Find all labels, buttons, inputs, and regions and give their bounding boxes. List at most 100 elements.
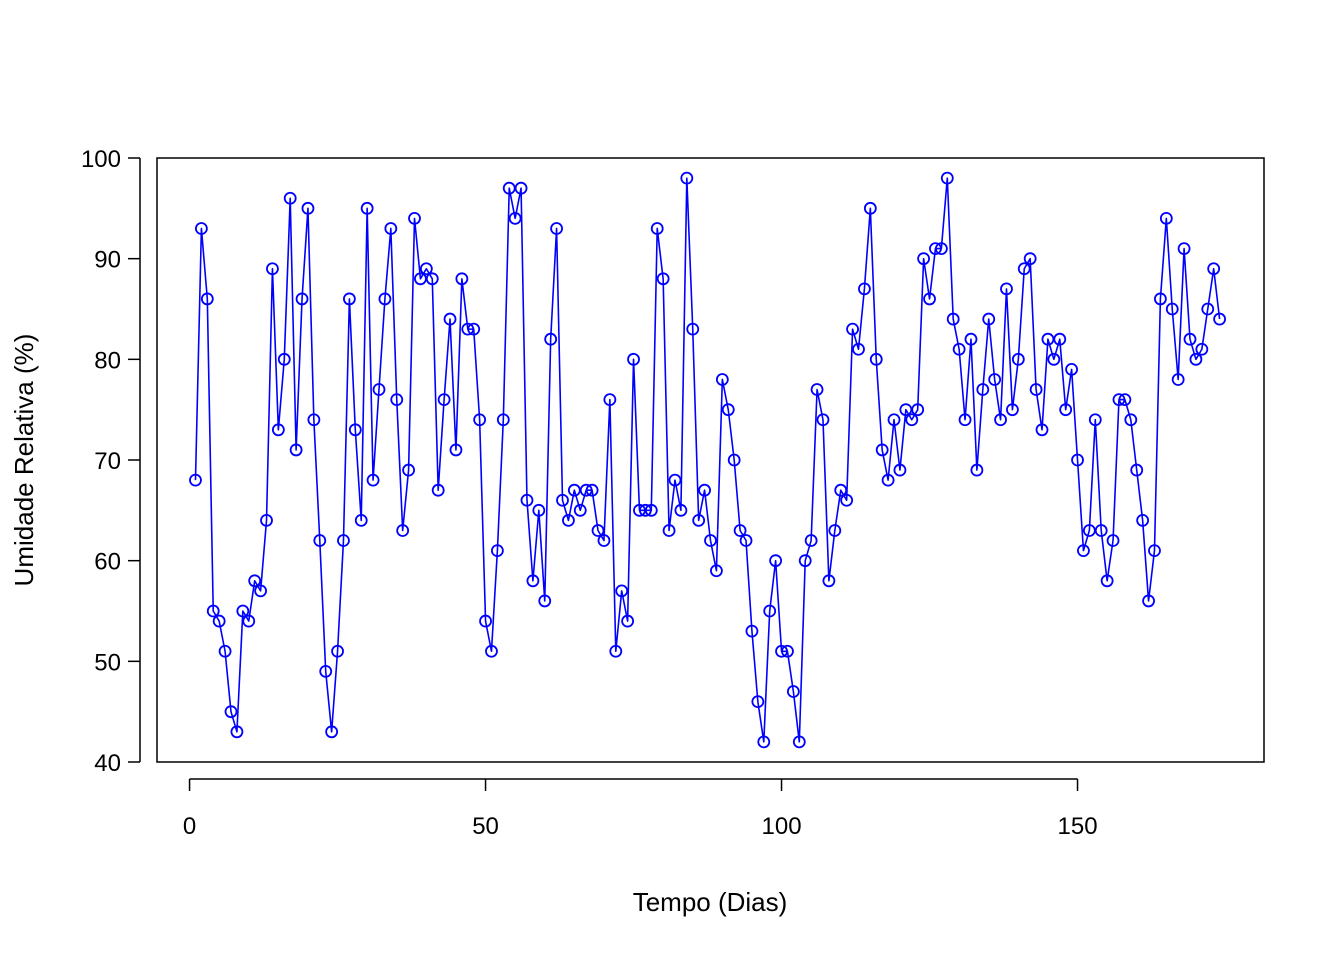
data-point (1017, 262, 1031, 276)
data-point (301, 201, 315, 215)
data-point (485, 644, 498, 658)
data-point (940, 171, 954, 185)
plot-frame (156, 157, 1265, 763)
data-point (342, 292, 356, 306)
data-point (704, 534, 717, 547)
data-point (1059, 403, 1073, 417)
data-point (1183, 332, 1197, 346)
data-point (828, 524, 842, 537)
data-point (384, 222, 398, 235)
data-point (674, 503, 688, 517)
data-point (615, 584, 629, 598)
x-tick-label: 0 (183, 813, 196, 840)
data-point (603, 393, 617, 407)
data-point (692, 514, 706, 527)
data-point (194, 222, 208, 235)
data-point (946, 312, 960, 326)
x-tick-label: 50 (472, 813, 499, 840)
data-point (650, 222, 664, 235)
data-point (206, 604, 220, 618)
data-point (816, 413, 830, 427)
data-point (905, 413, 919, 427)
data-point (1006, 403, 1019, 417)
data-point (656, 272, 670, 286)
data-point (266, 262, 279, 276)
data-point (1023, 252, 1037, 266)
data-point (644, 503, 658, 517)
data-point (757, 735, 771, 749)
data-point (443, 312, 457, 326)
data-point (337, 534, 350, 547)
data-point (887, 413, 901, 427)
data-point (396, 524, 410, 537)
data-point (419, 262, 433, 276)
data-point (911, 403, 925, 417)
data-point (550, 222, 563, 235)
y-tick-label: 40 (94, 750, 121, 777)
data-point (1130, 463, 1144, 477)
data-point (479, 614, 492, 628)
data-point (455, 272, 469, 286)
data-point (834, 483, 848, 497)
data-point (668, 473, 682, 487)
data-point (745, 624, 759, 638)
data-point (1029, 383, 1043, 396)
data-point (490, 544, 504, 557)
data-point (1195, 342, 1209, 356)
data-point (638, 503, 652, 517)
data-point (254, 584, 267, 598)
data-point (763, 604, 777, 618)
data-point (881, 473, 895, 487)
data-point (289, 443, 303, 457)
data-point (804, 534, 818, 547)
data-point (1154, 292, 1167, 306)
data-point (1077, 544, 1090, 557)
data-point (786, 685, 800, 698)
data-point (733, 524, 747, 537)
data-point (360, 201, 374, 215)
data-point (822, 574, 836, 588)
data-point (230, 725, 244, 739)
y-tick-label: 90 (94, 247, 121, 274)
data-point (283, 191, 297, 205)
data-point (449, 443, 463, 457)
data-point (1124, 413, 1138, 427)
data-point (1100, 574, 1114, 588)
series-line (194, 177, 1221, 743)
data-point (1088, 413, 1102, 427)
y-tick-label: 60 (94, 549, 121, 576)
data-point (721, 403, 735, 417)
data-point (260, 514, 273, 527)
data-point (1094, 524, 1108, 537)
data-point (248, 574, 262, 588)
x-axis-title: Tempo (Dias) (633, 887, 788, 917)
data-point (1213, 312, 1227, 326)
data-point (840, 493, 854, 507)
data-point (1065, 362, 1079, 376)
data-point (810, 383, 824, 396)
data-point (727, 453, 741, 467)
data-point (425, 272, 439, 286)
data-point (934, 242, 948, 256)
data-point (224, 705, 238, 719)
data-point (585, 483, 599, 497)
data-point (781, 644, 794, 658)
data-point (1207, 262, 1221, 276)
data-point (378, 292, 392, 306)
data-point (532, 503, 546, 517)
data-point (544, 332, 558, 346)
data-point (591, 524, 605, 537)
data-point (1047, 352, 1061, 366)
data-point (408, 211, 421, 225)
data-point (1159, 211, 1173, 225)
data-point (976, 383, 990, 396)
data-point (917, 252, 931, 266)
data-point (556, 493, 569, 507)
data-point (277, 352, 291, 366)
data-point (200, 292, 214, 306)
data-point (212, 614, 226, 628)
data-point (271, 423, 285, 437)
data-point (508, 211, 522, 225)
data-point (218, 644, 232, 658)
